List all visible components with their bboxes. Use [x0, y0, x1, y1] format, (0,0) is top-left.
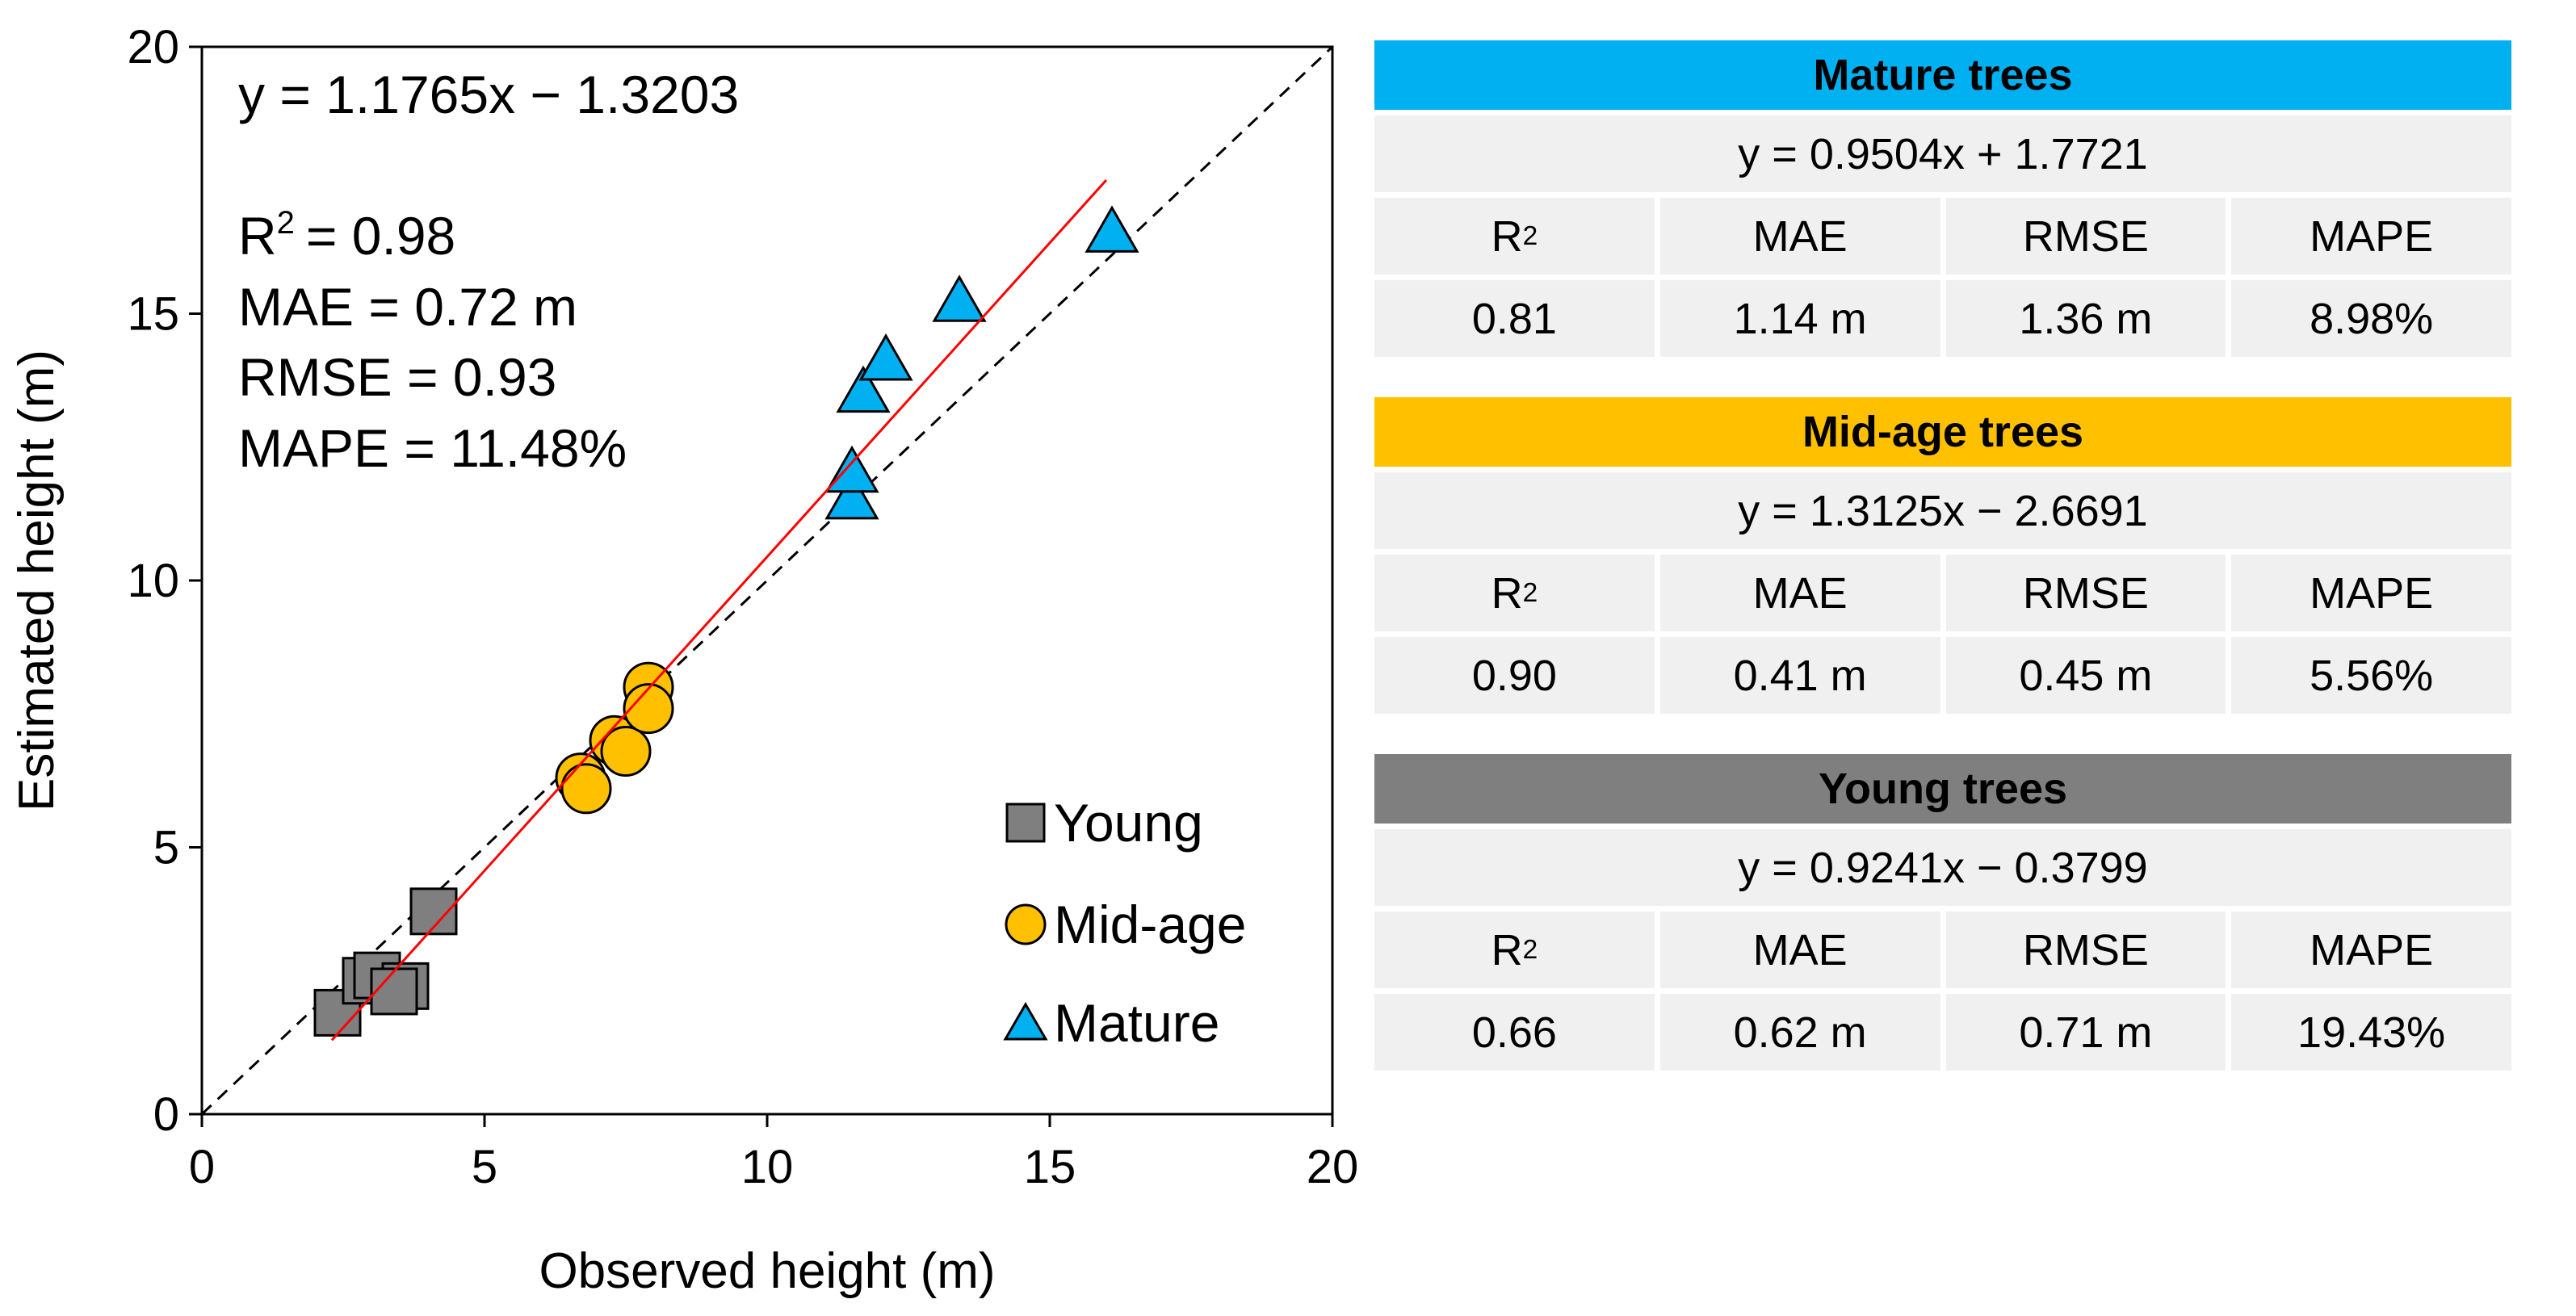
young-rmse-header: RMSE [1945, 912, 2226, 988]
legend: Young Mid-age Mature [1003, 793, 1246, 1053]
y-tick-label: 5 [153, 822, 179, 874]
mid-age-point [560, 763, 612, 815]
young-r2-value: 0.66 [1374, 994, 1655, 1071]
mature-mape-value: 8.98% [2231, 280, 2511, 357]
x-tick-label: 10 [741, 1141, 794, 1193]
mid-age-mape-header: MAPE [2231, 555, 2511, 631]
young-mae-header: MAE [1659, 912, 1940, 988]
mae-annotation: MAE = 0.72 m [238, 277, 577, 337]
legend-mature-label: Mature [1054, 993, 1219, 1053]
mid-age-equation: y = 1.3125x − 2.6691 [1374, 472, 2511, 549]
y-tick-label: 20 [127, 21, 179, 73]
young-mae-value: 0.62 m [1659, 994, 1940, 1071]
mature-point [824, 471, 879, 520]
legend-young-label: Young [1054, 793, 1203, 853]
mid-age-point [623, 683, 674, 735]
legend-mid-age-label: Mid-age [1054, 895, 1246, 954]
regression-line [330, 179, 1108, 1041]
mature-equation: y = 0.9504x + 1.7721 [1374, 115, 2511, 192]
x-tick-label: 5 [472, 1141, 497, 1193]
mid-age-mape-value: 5.56% [2231, 637, 2511, 714]
x-tick-label: 0 [189, 1141, 215, 1193]
x-tick-label: 20 [1307, 1141, 1359, 1193]
mid-age-mae-value: 0.41 m [1659, 637, 1940, 714]
mature-rmse-header: RMSE [1945, 198, 2226, 275]
young-point [370, 967, 418, 1016]
y-tick-label: 0 [153, 1088, 179, 1141]
y-tick-label: 10 [127, 555, 179, 607]
scatter-chart: 0 5 10 15 20 0 5 10 15 20 y = 1.1765x − 1.3203 R2… [9, 21, 1359, 1299]
young-mape-value: 19.43% [2231, 994, 2511, 1071]
mature-point [858, 333, 913, 381]
legend-mid-age-marker [1005, 903, 1047, 945]
mature-rmse-value: 1.36 m [1945, 280, 2226, 357]
mature-point [824, 445, 879, 493]
young-table-title: Young trees [1374, 754, 2511, 824]
young-equation: y = 0.9241x − 0.3799 [1374, 829, 2511, 906]
x-axis-title: Observed height (m) [539, 1243, 995, 1299]
mid-age-rmse-header: RMSE [1945, 555, 2226, 631]
one-to-one-line [200, 45, 1334, 1116]
mid-age-mae-header: MAE [1659, 555, 1940, 631]
mid-age-table-title: Mid-age trees [1374, 397, 2511, 467]
mature-mape-header: MAPE [2231, 198, 2511, 275]
young-rmse-value: 0.71 m [1945, 994, 2226, 1071]
x-tick-label: 15 [1024, 1141, 1076, 1193]
mid-age-point [600, 726, 652, 777]
legend-young-marker [1005, 803, 1046, 843]
rmse-annotation: RMSE = 0.93 [238, 347, 556, 407]
y-tick-label: 15 [127, 288, 179, 341]
r2-annotation: R2 = 0.98 [238, 205, 455, 266]
mature-point [932, 275, 987, 322]
y-axis-title: Estimated height (m) [9, 350, 65, 811]
mape-annotation: MAPE = 11.48% [238, 418, 627, 478]
mature-point [1085, 205, 1139, 253]
mid-age-rmse-value: 0.45 m [1945, 637, 2226, 714]
mature-r2-value: 0.81 [1374, 280, 1655, 357]
young-mape-header: MAPE [2231, 912, 2511, 988]
legend-mature-marker [1003, 1002, 1048, 1041]
mature-mae-value: 1.14 m [1659, 280, 1940, 357]
mature-table-title: Mature trees [1374, 40, 2511, 110]
mid-age-r2-value: 0.90 [1374, 637, 1655, 714]
fit-equation: y = 1.1765x − 1.3203 [238, 65, 739, 124]
mature-mae-header: MAE [1659, 198, 1940, 275]
mature-point [836, 365, 891, 413]
